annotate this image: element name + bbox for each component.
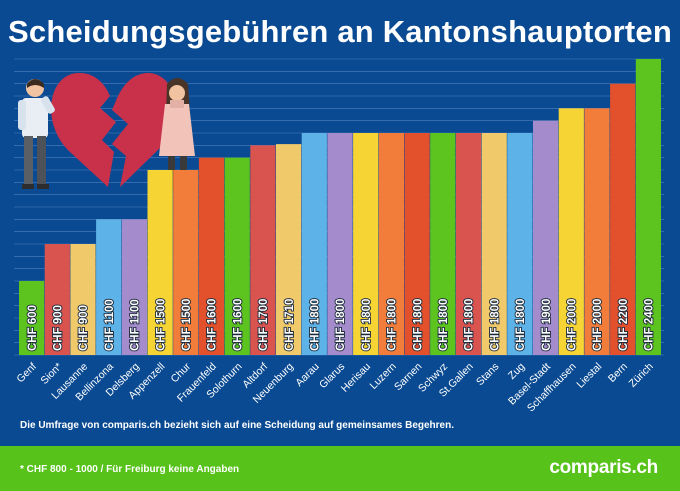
value-label: CHF 1900: [541, 299, 553, 351]
bar-appenzell: [147, 170, 173, 355]
bar-neuenburg: [276, 144, 302, 355]
value-label: CHF 1100: [104, 299, 116, 351]
bar-st-gallen: [455, 133, 482, 355]
survey-note: Die Umfrage von comparis.ch bezieht sich…: [20, 420, 455, 431]
value-label: CHF 1800: [361, 299, 373, 351]
bar-sion-: [44, 244, 70, 355]
category-label: Genf: [14, 361, 39, 386]
value-label: CHF 1800: [515, 299, 527, 351]
bar-bellinzona: [96, 219, 122, 355]
value-labels: CHF 600 CHF 900 CHF 900 CHF 1100 CHF 1100 CHF…: [26, 298, 657, 352]
comparis-logo: comparis.ch: [549, 457, 658, 478]
footnote: * CHF 800 - 1000 / Für Freiburg keine An…: [20, 464, 240, 475]
value-label: CHF 1800: [489, 299, 501, 351]
bar-solothurn: [224, 157, 250, 355]
bar-altdorf: [250, 145, 276, 355]
value-label: CHF 2000: [592, 299, 604, 351]
value-label: CHF 1600: [207, 299, 219, 351]
bar-luzern: [378, 133, 404, 355]
value-label: CHF 600: [27, 305, 39, 351]
value-label: CHF 1500: [155, 299, 167, 351]
bar-aarau: [301, 133, 327, 355]
bars: [19, 59, 661, 356]
broken-heart-right-icon: [112, 72, 175, 187]
bar-genf: [19, 281, 45, 355]
footer-bar: * CHF 800 - 1000 / Für Freiburg keine An…: [0, 446, 680, 491]
value-label: CHF 1500: [181, 299, 193, 351]
value-label: CHF 1800: [387, 299, 399, 351]
value-label: CHF 2400: [644, 299, 656, 351]
bar-z-rich: [635, 59, 661, 355]
value-label: CHF 1800: [335, 299, 347, 351]
value-label: CHF 2000: [567, 299, 579, 351]
value-label: CHF 900: [78, 305, 90, 351]
bar-delsberg: [121, 219, 147, 355]
broken-heart-left-icon: [51, 72, 117, 187]
category-label: Zürich: [627, 361, 656, 390]
value-label: CHF 1800: [412, 299, 424, 351]
value-label: CHF 2200: [618, 299, 630, 351]
category-label: Aarau: [293, 361, 321, 389]
value-label: CHF 1600: [232, 299, 244, 351]
man-figure: [18, 79, 55, 189]
category-label: Herisau: [339, 361, 373, 395]
category-label: Liestal: [574, 361, 604, 391]
category-label: Stans: [474, 361, 501, 388]
bar-bern: [610, 83, 636, 356]
bar-stans: [481, 133, 507, 355]
bar-glarus: [327, 133, 353, 355]
value-label: CHF 900: [53, 305, 65, 351]
value-label: CHF 1800: [310, 299, 322, 351]
bar-sarnen: [404, 133, 430, 355]
value-label: CHF 1710: [284, 299, 296, 351]
bar-basel-stadt: [533, 120, 559, 355]
value-label: CHF 1700: [258, 299, 270, 351]
chart-title: Scheidungsgebühren an Kantonshauptorten: [8, 14, 672, 49]
category-label: Zug: [506, 361, 527, 382]
bar-herisau: [353, 133, 379, 355]
bar-frauenfeld: [198, 157, 225, 355]
bar-lausanne: [70, 244, 96, 355]
bar-zug: [507, 133, 533, 355]
value-label: CHF 1800: [438, 299, 450, 351]
bar-schaffhausen: [558, 108, 584, 355]
value-label: CHF 1100: [130, 299, 142, 351]
category-labels: Genf Sion*LausanneBellinzonaDelsbergAppen…: [14, 360, 655, 414]
value-label: CHF 1800: [464, 299, 476, 351]
bar-chur: [173, 170, 199, 355]
heartbreak-couple-illustration: [18, 72, 195, 190]
bar-schwyz: [430, 133, 456, 355]
bar-liestal: [584, 108, 610, 355]
